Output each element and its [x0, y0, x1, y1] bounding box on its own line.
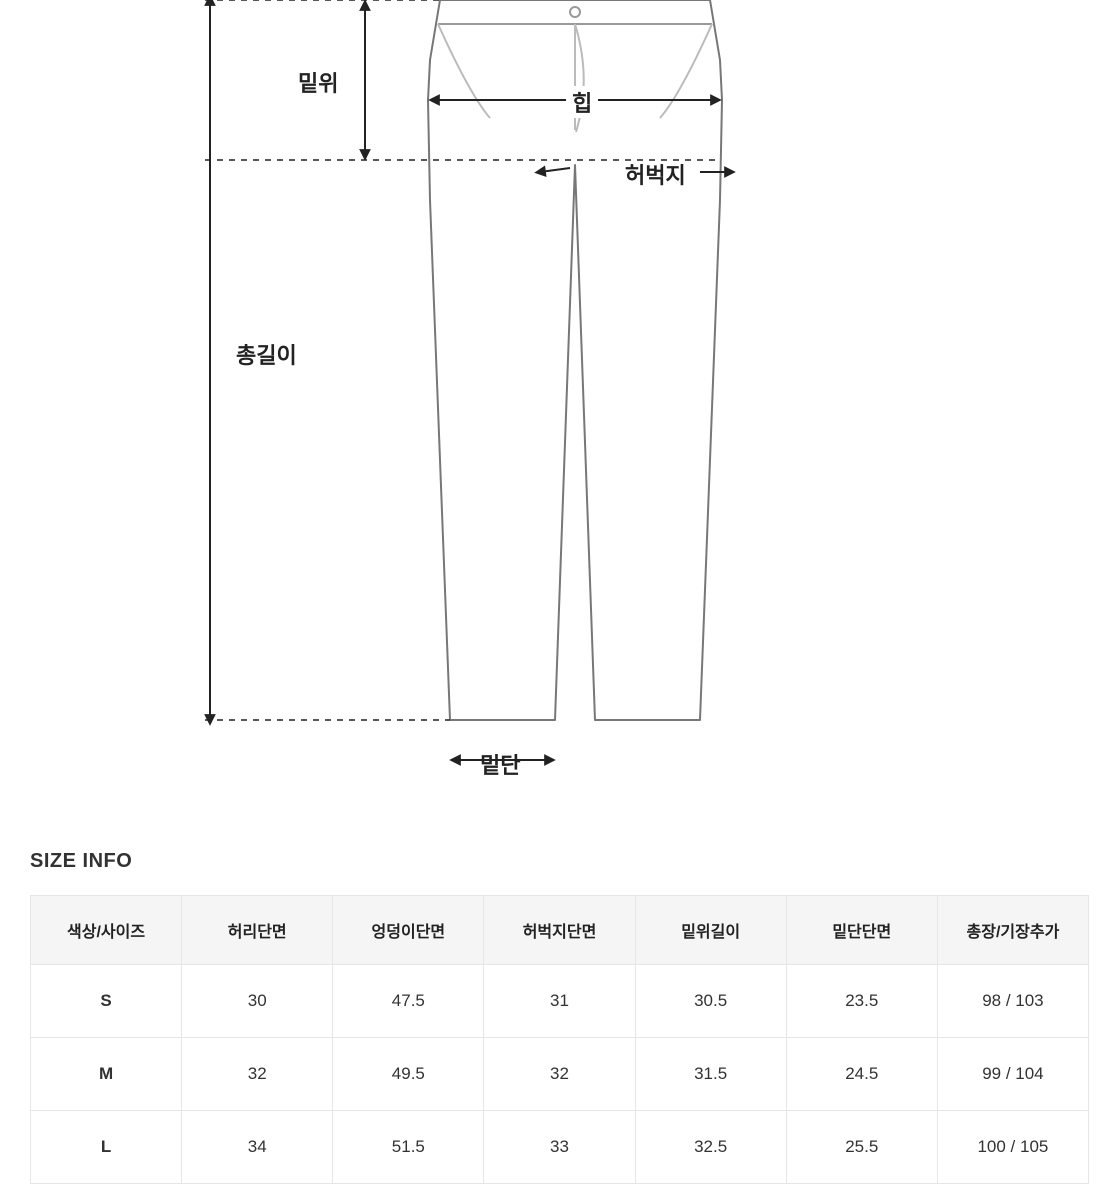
cell: 31 — [484, 965, 635, 1038]
cell: 32.5 — [635, 1111, 786, 1184]
cell: 34 — [182, 1111, 333, 1184]
cell: 30 — [182, 965, 333, 1038]
cell: 33 — [484, 1111, 635, 1184]
cell: 98 / 103 — [937, 965, 1088, 1038]
label-total-length: 총길이 — [236, 338, 297, 370]
col-hip: 엉덩이단면 — [333, 896, 484, 965]
cell: 25.5 — [786, 1111, 937, 1184]
table-row: M 32 49.5 32 31.5 24.5 99 / 104 — [31, 1038, 1089, 1111]
col-color-size: 색상/사이즈 — [31, 896, 182, 965]
col-thigh: 허벅지단면 — [484, 896, 635, 965]
cell: 24.5 — [786, 1038, 937, 1111]
cell: 23.5 — [786, 965, 937, 1038]
table-row: L 34 51.5 33 32.5 25.5 100 / 105 — [31, 1111, 1089, 1184]
size-table-head: 색상/사이즈 허리단면 엉덩이단면 허벅지단면 밑위길이 밑단단면 총장/기장추… — [31, 896, 1089, 965]
cell: 100 / 105 — [937, 1111, 1088, 1184]
col-waist: 허리단면 — [182, 896, 333, 965]
row-label: L — [31, 1111, 182, 1184]
cell: 32 — [182, 1038, 333, 1111]
pants-diagram: 총길이 밑위 힙 허벅지 밑단 — [0, 0, 1119, 810]
label-rise: 밑위 — [298, 66, 338, 98]
row-label: S — [31, 965, 182, 1038]
cell: 32 — [484, 1038, 635, 1111]
cell: 99 / 104 — [937, 1038, 1088, 1111]
cell: 47.5 — [333, 965, 484, 1038]
cell: 31.5 — [635, 1038, 786, 1111]
size-info-section: SIZE INFO 색상/사이즈 허리단면 엉덩이단면 허벅지단면 밑위길이 밑… — [0, 810, 1119, 1184]
pants-svg — [0, 0, 1119, 810]
size-table-body: S 30 47.5 31 30.5 23.5 98 / 103 M 32 49.… — [31, 965, 1089, 1184]
col-hem: 밑단단면 — [786, 896, 937, 965]
cell: 30.5 — [635, 965, 786, 1038]
size-info-title: SIZE INFO — [30, 850, 1089, 873]
col-total-length: 총장/기장추가 — [937, 896, 1088, 965]
label-hem: 밑단 — [480, 748, 520, 780]
label-hip: 힙 — [566, 86, 598, 118]
label-thigh: 허벅지 — [625, 158, 686, 190]
cell: 49.5 — [333, 1038, 484, 1111]
size-table: 색상/사이즈 허리단면 엉덩이단면 허벅지단면 밑위길이 밑단단면 총장/기장추… — [30, 895, 1089, 1184]
col-rise: 밑위길이 — [635, 896, 786, 965]
row-label: M — [31, 1038, 182, 1111]
cell: 51.5 — [333, 1111, 484, 1184]
table-row: S 30 47.5 31 30.5 23.5 98 / 103 — [31, 965, 1089, 1038]
